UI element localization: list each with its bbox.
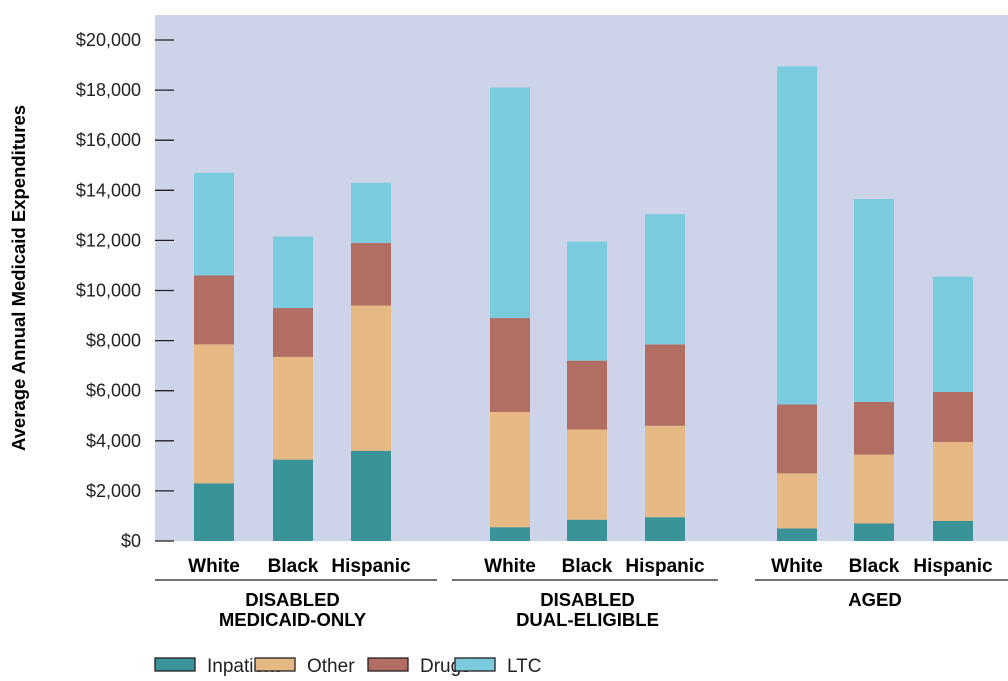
- legend-label: Other: [307, 656, 355, 677]
- legend-swatch-other: [254, 657, 296, 672]
- bar-segment-other: [490, 411, 530, 528]
- bar-segment-drugs: [351, 242, 391, 306]
- legend-swatch-drugs: [367, 657, 409, 672]
- bar-segment-drugs: [490, 318, 530, 412]
- bar-segment-inpatient: [490, 527, 530, 541]
- y-tick-label: $0: [121, 531, 141, 551]
- bar-segment-ltc: [273, 236, 313, 309]
- y-tick-label: $20,000: [76, 30, 141, 50]
- y-tick-label: $10,000: [76, 281, 141, 301]
- legend-swatch-inpatient: [154, 657, 196, 672]
- bar-segment-other: [777, 473, 817, 529]
- bar-segment-inpatient: [933, 520, 973, 541]
- legend-label: LTC: [507, 656, 541, 677]
- group-label: DUAL-ELIGIBLE: [516, 609, 659, 630]
- group-label: DISABLED: [540, 589, 635, 610]
- bar-segment-drugs: [777, 404, 817, 474]
- bar-segment-inpatient: [567, 519, 607, 541]
- bar-segment-drugs: [194, 275, 234, 345]
- x-category-label: Black: [268, 556, 319, 577]
- bar-segment-ltc: [567, 241, 607, 361]
- bar-segment-inpatient: [777, 528, 817, 541]
- bar-segment-ltc: [490, 87, 530, 319]
- group-label: MEDICAID-ONLY: [219, 609, 367, 630]
- x-category-label: Hispanic: [331, 556, 411, 577]
- x-category-label: White: [771, 556, 823, 577]
- y-tick-label: $18,000: [76, 80, 141, 100]
- bar-segment-drugs: [645, 344, 685, 426]
- bar-segment-inpatient: [351, 450, 391, 541]
- bar-segment-drugs: [854, 401, 894, 455]
- bar-segment-other: [273, 356, 313, 460]
- y-tick-label: $16,000: [76, 130, 141, 150]
- group-label: AGED: [848, 589, 901, 610]
- bar-segment-ltc: [194, 172, 234, 276]
- y-tick-label: $2,000: [86, 481, 141, 501]
- y-tick-label: $14,000: [76, 180, 141, 200]
- bar-segment-other: [933, 442, 973, 521]
- bar-segment-ltc: [645, 214, 685, 345]
- bar-segment-drugs: [273, 308, 313, 357]
- bar-segment-ltc: [777, 66, 817, 405]
- y-axis-label: Average Annual Medicaid Expenditures: [8, 105, 29, 451]
- bar-segment-other: [567, 429, 607, 520]
- bar-segment-other: [194, 344, 234, 484]
- bar-segment-inpatient: [645, 517, 685, 541]
- y-tick-label: $12,000: [76, 230, 141, 250]
- y-tick-label: $4,000: [86, 431, 141, 451]
- bars: [194, 66, 973, 541]
- bar-segment-other: [645, 425, 685, 518]
- x-category-label: Black: [562, 556, 613, 577]
- x-axis: White Black HispanicDISABLEDMEDICAID-ONLYW…: [155, 556, 1008, 630]
- y-tick-label: $6,000: [86, 381, 141, 401]
- y-tick-label: $8,000: [86, 331, 141, 351]
- bar-segment-other: [351, 305, 391, 451]
- group-label: DISABLED: [245, 589, 340, 610]
- y-axis: $0 $2,000 $4,000 $6,000 $8,000 $10,000 $12,000…: [76, 30, 174, 551]
- x-category-label: Hispanic: [625, 556, 705, 577]
- x-category-label: Black: [849, 556, 900, 577]
- bar-segment-other: [854, 454, 894, 524]
- bar-segment-inpatient: [854, 523, 894, 541]
- bar-segment-ltc: [854, 199, 894, 402]
- x-category-label: White: [188, 556, 240, 577]
- bar-segment-ltc: [351, 182, 391, 243]
- x-category-label: Hispanic: [913, 556, 993, 577]
- bar-segment-inpatient: [273, 459, 313, 541]
- legend: Inpatient Other Drugs LTC: [154, 656, 541, 677]
- bar-segment-ltc: [933, 276, 973, 392]
- legend-swatch-ltc: [454, 657, 496, 672]
- bar-segment-inpatient: [194, 483, 234, 541]
- bar-segment-drugs: [933, 391, 973, 443]
- bar-segment-drugs: [567, 360, 607, 430]
- x-category-label: White: [484, 556, 536, 577]
